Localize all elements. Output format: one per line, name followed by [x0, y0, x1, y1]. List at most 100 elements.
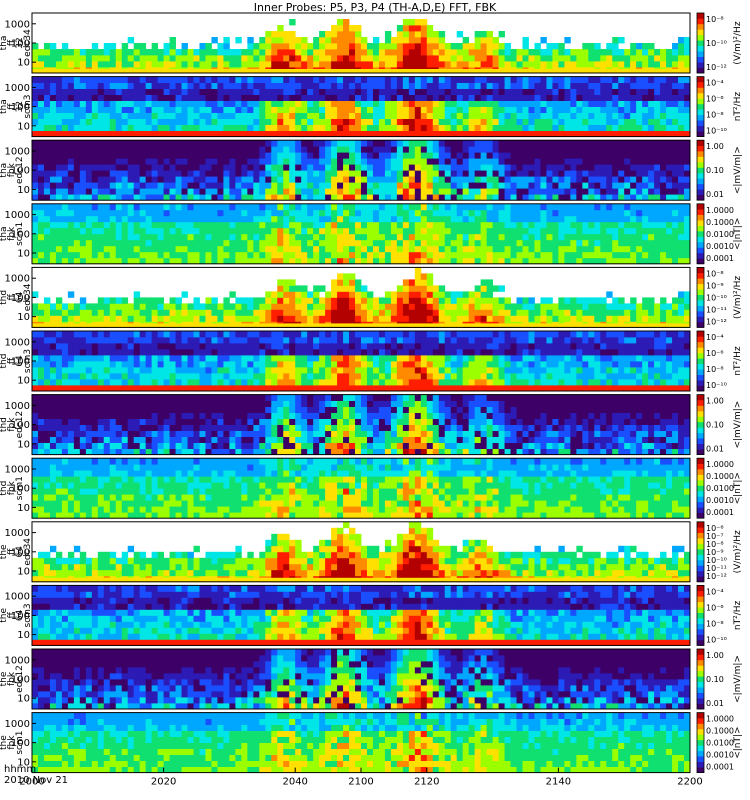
spectrogram-cell	[109, 152, 117, 159]
spectrogram-cell	[49, 315, 57, 322]
spectrogram-cell	[660, 152, 667, 159]
spectrogram-cell	[528, 182, 535, 189]
spectrogram-cell	[337, 273, 344, 280]
spectrogram-cell	[235, 297, 242, 304]
spectrogram-cell	[241, 188, 248, 195]
spectrogram-cell	[462, 37, 470, 44]
spectrogram-cell	[283, 176, 290, 183]
spectrogram-cell	[265, 297, 272, 304]
spectrogram-cell	[408, 106, 416, 113]
spectrogram-cell	[576, 124, 583, 131]
spectrogram-cell	[133, 43, 141, 50]
spectrogram-cell	[684, 82, 691, 89]
spectrogram-cell	[49, 349, 57, 356]
spectrogram-cell	[432, 100, 440, 107]
spectrogram-cell	[612, 164, 619, 171]
spectrogram-cell	[558, 112, 565, 119]
spectrogram-cell	[546, 158, 553, 165]
spectrogram-cell	[654, 146, 661, 153]
spectrogram-cell	[295, 309, 302, 316]
spectrogram-cell	[474, 303, 482, 310]
spectrogram-cell	[390, 257, 398, 265]
spectrogram-cell	[462, 215, 470, 223]
colorbar-step	[697, 305, 704, 312]
spectrogram-cell	[456, 88, 464, 95]
spectrogram-cell	[133, 233, 141, 241]
colorbar-step	[697, 178, 704, 185]
spectrogram-cell	[576, 257, 583, 265]
spectrogram-cell	[205, 349, 212, 356]
spectrogram-cell	[468, 124, 476, 131]
spectrogram-cell	[169, 158, 176, 165]
spectrogram-cell	[211, 37, 218, 44]
spectrogram-cell	[510, 146, 517, 153]
spectrogram-cell	[127, 209, 135, 217]
spectrogram-cell	[115, 349, 123, 356]
spectrogram-cell	[193, 331, 200, 338]
spectrogram-cell	[642, 257, 649, 265]
spectrogram-cell	[169, 164, 176, 171]
spectrogram-cell	[175, 367, 182, 374]
spectrogram-cell	[151, 176, 159, 183]
spectrogram-cell	[73, 140, 81, 147]
spectrogram-cell	[259, 315, 266, 322]
spectrogram-cell	[271, 49, 278, 56]
spectrogram-cell	[313, 182, 320, 189]
spectrogram-cell	[157, 182, 164, 189]
spectrogram-cell	[223, 209, 230, 217]
spectrogram-cell	[672, 94, 679, 101]
spectrogram-cell	[193, 176, 200, 183]
spectrogram-cell	[43, 355, 51, 362]
spectrogram-cell	[612, 158, 619, 165]
spectrogram-cell	[450, 146, 458, 153]
spectrogram-cell	[474, 118, 482, 125]
spectrogram-cell	[450, 170, 458, 177]
spectrogram-cell	[522, 61, 529, 68]
spectrogram-cell	[187, 61, 194, 68]
spectrogram-cell	[103, 315, 111, 322]
spectrogram-cell	[223, 43, 230, 50]
colorbar-step	[697, 34, 704, 41]
spectrogram-cell	[576, 88, 583, 95]
spectrogram-cell	[163, 367, 170, 374]
spectrogram-cell	[468, 76, 476, 83]
spectrogram-cell	[570, 251, 577, 259]
spectrogram-cell	[139, 361, 147, 368]
spectrogram-cell	[582, 176, 589, 183]
spectrogram-cell	[307, 140, 314, 147]
spectrogram-cell	[247, 215, 254, 223]
spectrogram-cell	[43, 331, 51, 338]
spectrogram-cell	[426, 43, 434, 50]
spectrogram-cell	[289, 245, 296, 253]
spectrogram-cell	[253, 170, 260, 177]
spectrogram-cell	[181, 215, 188, 223]
spectrogram-cell	[666, 49, 673, 56]
spectrogram-cell	[492, 76, 499, 83]
spectrogram-cell	[414, 140, 422, 147]
spectrogram-cell	[157, 112, 164, 119]
spectrogram-cell	[277, 194, 284, 201]
spectrogram-cell	[564, 297, 571, 304]
spectrogram-cell	[61, 373, 69, 380]
spectrogram-cell	[534, 239, 541, 247]
spectrogram-cell	[193, 257, 200, 265]
spectrogram-cell	[570, 297, 577, 304]
spectrogram-cell	[319, 233, 326, 241]
spectrogram-cell	[684, 315, 691, 322]
spectrogram-cell	[265, 37, 272, 44]
spectrogram-cell	[462, 94, 470, 101]
spectrogram-cell	[133, 94, 141, 101]
spectrogram-cell	[157, 49, 164, 56]
spectrogram-cell	[73, 55, 81, 62]
spectrogram-cell	[636, 315, 643, 322]
spectrogram-cell	[612, 124, 619, 131]
spectrogram-cell	[361, 227, 368, 235]
spectrogram-cell	[79, 337, 87, 344]
spectrogram-cell	[474, 82, 482, 89]
spectrogram-cell	[271, 124, 278, 131]
spectrogram-cell	[133, 379, 141, 386]
spectrogram-cell	[390, 88, 398, 95]
spectrogram-cell	[600, 61, 607, 68]
spectrogram-cell	[618, 215, 625, 223]
